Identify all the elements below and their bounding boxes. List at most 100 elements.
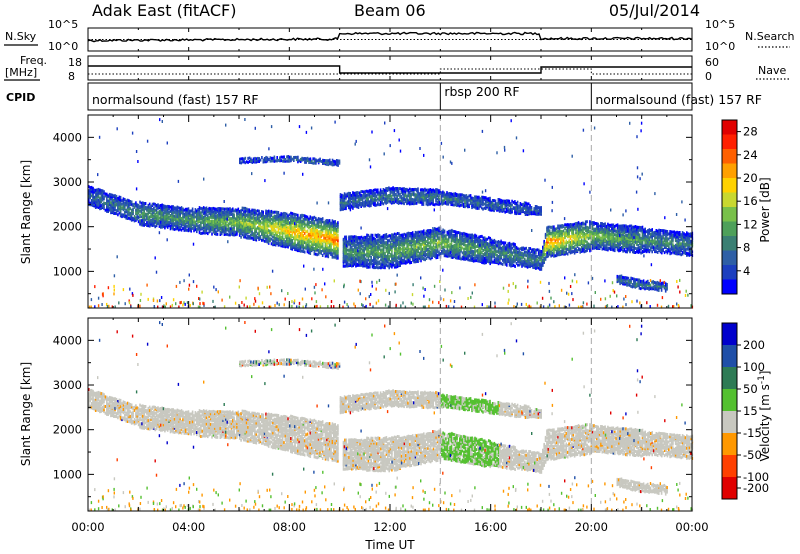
power-cell xyxy=(378,260,381,264)
power-cell xyxy=(400,261,403,265)
power-cell xyxy=(143,218,145,222)
power-cell xyxy=(344,264,346,268)
power-cell xyxy=(266,234,269,238)
power-cell xyxy=(623,234,626,238)
power-cell xyxy=(335,251,338,255)
power-cell xyxy=(389,248,392,252)
power-cell xyxy=(403,246,406,250)
power-cell xyxy=(393,238,396,242)
freq-tick-marks xyxy=(87,56,693,80)
power-cell xyxy=(535,254,537,258)
power-cell xyxy=(256,213,259,217)
power-cell xyxy=(299,220,302,224)
power-cell xyxy=(348,235,350,239)
power-cell xyxy=(171,205,173,209)
power-cell xyxy=(326,232,328,236)
power-cell xyxy=(241,212,244,216)
power-cell xyxy=(308,249,310,252)
power-cell xyxy=(465,257,468,261)
power-cell xyxy=(297,249,299,253)
power-cell xyxy=(164,215,166,219)
power-cell xyxy=(184,211,187,215)
power-cell xyxy=(446,254,449,258)
power-cell xyxy=(108,203,111,207)
power-cell xyxy=(137,205,140,209)
power-cell xyxy=(306,236,309,240)
power-cell xyxy=(142,207,144,211)
power-cell xyxy=(370,258,372,262)
power-cell xyxy=(225,225,227,229)
power-cell xyxy=(316,229,318,232)
power-cell xyxy=(471,256,473,260)
power-cell xyxy=(265,209,267,213)
power-cell xyxy=(420,230,422,234)
power-cell xyxy=(262,210,264,214)
power-cell xyxy=(313,239,316,243)
power-cell xyxy=(337,222,339,226)
power-cell xyxy=(460,249,462,253)
power-cell xyxy=(416,260,418,263)
power-cell xyxy=(298,234,300,238)
power-cell xyxy=(333,222,335,225)
power-cell xyxy=(393,235,396,239)
power-cell xyxy=(443,234,446,238)
power-cell xyxy=(130,202,133,206)
power-cell xyxy=(410,235,413,239)
power-cell xyxy=(200,214,202,218)
power-cell xyxy=(227,213,230,217)
power-cell xyxy=(160,216,162,220)
power-cell xyxy=(279,227,281,231)
power-cell xyxy=(485,258,487,262)
power-cell xyxy=(119,214,122,218)
power-cell xyxy=(409,232,411,235)
power-cell xyxy=(255,238,258,242)
power-cell xyxy=(375,263,378,267)
power-cell xyxy=(308,232,310,236)
power-cell xyxy=(226,213,228,217)
power-cell xyxy=(240,220,242,224)
power-cell xyxy=(272,221,274,225)
power-cell xyxy=(512,255,515,259)
power-cell xyxy=(327,246,330,250)
power-cell xyxy=(316,235,318,239)
power-cell xyxy=(112,211,115,215)
power-cell xyxy=(540,250,543,253)
power-cell xyxy=(416,234,418,238)
power-cell xyxy=(267,237,270,241)
power-cell xyxy=(459,256,461,260)
power-cell xyxy=(276,233,278,236)
power-cell xyxy=(323,249,325,252)
power-cell xyxy=(187,222,190,226)
power-cell xyxy=(313,215,316,219)
power-cell xyxy=(465,244,468,248)
power-cell xyxy=(428,229,431,232)
power-cell xyxy=(223,207,226,211)
power-cell xyxy=(142,201,144,205)
power-cell xyxy=(428,241,431,245)
power-cell xyxy=(434,251,436,255)
power-cell xyxy=(238,221,241,225)
power-cell xyxy=(272,210,274,214)
power-cell xyxy=(525,246,527,250)
power-cell xyxy=(175,219,177,222)
power-cell xyxy=(562,232,565,236)
power-cell xyxy=(428,235,431,239)
power-cell xyxy=(435,252,437,256)
power-cell xyxy=(463,243,465,247)
power-cell xyxy=(184,226,187,230)
power-cell xyxy=(274,210,277,214)
power-cell xyxy=(279,231,281,235)
power-cell xyxy=(136,211,138,215)
power-cell xyxy=(194,228,197,232)
power-cell xyxy=(565,239,568,243)
power-cell xyxy=(178,228,180,232)
power-cell xyxy=(370,246,372,250)
power-cell xyxy=(241,226,244,230)
power-cell xyxy=(202,206,205,210)
power-cell xyxy=(214,230,216,234)
power-cell xyxy=(425,235,428,239)
power-cell xyxy=(229,209,231,213)
power-cell xyxy=(452,252,454,256)
power-cell xyxy=(119,212,122,216)
power-cell xyxy=(551,251,554,255)
